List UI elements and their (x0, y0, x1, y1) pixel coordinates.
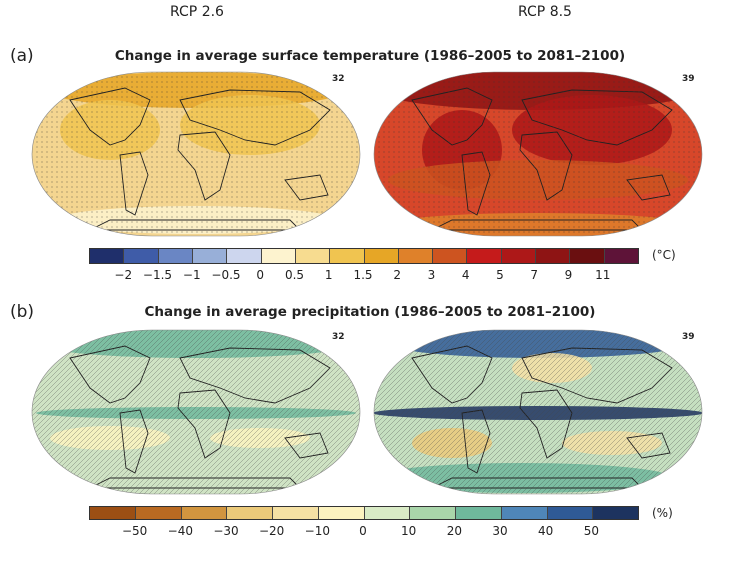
colorbar-segment (135, 507, 182, 519)
colorbar-tick-label: 2 (393, 268, 402, 282)
column-label-rcp85: RCP 8.5 (518, 4, 572, 20)
colorbar-tick-label: 10 (401, 524, 417, 538)
colorbar-segment (410, 507, 456, 519)
colorbar-tick-label: 50 (583, 524, 599, 538)
colorbar-segment (181, 507, 228, 519)
colorbar-tick-label: 9 (564, 268, 573, 282)
colorbar-tick-label: −40 (167, 524, 193, 538)
colorbar-segment (536, 249, 571, 263)
colorbar-segment (547, 507, 594, 519)
precipitation-unit: (%) (652, 506, 673, 520)
map-precip-rcp26 (31, 329, 361, 495)
colorbar-segment (295, 249, 331, 263)
colorbar-segment (364, 249, 399, 263)
colorbar-segment (90, 249, 125, 263)
colorbar-tick-label: 0 (359, 524, 367, 538)
colorbar-tick-label: −10 (304, 524, 330, 538)
colorbar-tick-label: −20 (258, 524, 285, 538)
colorbar-segment (456, 507, 502, 519)
colorbar-tick-label: −2 (114, 268, 133, 282)
colorbar-segment (364, 507, 411, 519)
model-count: 32 (332, 332, 345, 342)
colorbar-tick-label: 0 (256, 268, 265, 282)
column-label-rcp26: RCP 2.6 (170, 4, 224, 20)
colorbar-tick-label: −0.5 (211, 268, 241, 282)
colorbar-segment (273, 507, 319, 519)
colorbar-segment (593, 507, 638, 519)
map-precip-rcp85 (373, 329, 703, 495)
panel-b-title: Change in average precipitation (1986–20… (144, 304, 596, 320)
model-count: 39 (682, 332, 695, 342)
colorbar-tick-label: −1 (182, 268, 201, 282)
colorbar-segment (501, 249, 537, 263)
temperature-unit: (°C) (652, 248, 676, 262)
model-count: 39 (682, 74, 695, 84)
colorbar-tick-label: 3 (427, 268, 436, 282)
colorbar-segment (90, 507, 136, 519)
colorbar-segment (330, 249, 365, 263)
colorbar-tick-label: 5 (496, 268, 504, 282)
model-count: 32 (332, 74, 345, 84)
colorbar-tick-label: 11 (595, 268, 611, 282)
colorbar-segment (158, 249, 193, 263)
panel-b-label: (b) (10, 302, 35, 322)
temperature-colorbar (89, 248, 639, 264)
temperature-colorbar-ticks: −2 −1.5 −1 −0.5 0 0.5 1 1.5 2 3 4 5 7 9 11 (89, 268, 637, 284)
colorbar-segment (433, 249, 468, 263)
colorbar-segment (467, 249, 502, 263)
colorbar-tick-label: 40 (538, 524, 554, 538)
colorbar-segment (398, 249, 434, 263)
colorbar-segment (261, 249, 296, 263)
colorbar-tick-label: 20 (446, 524, 462, 538)
colorbar-tick-label: 1.5 (353, 268, 373, 282)
colorbar-segment (227, 249, 262, 263)
precipitation-colorbar (89, 506, 639, 520)
map-temp-rcp85 (373, 71, 703, 237)
colorbar-tick-label: 7 (530, 268, 539, 282)
colorbar-tick-label: 1 (324, 268, 333, 282)
panel-a-title: Change in average surface temperature (1… (114, 48, 626, 64)
colorbar-segment (192, 249, 228, 263)
colorbar-segment (604, 249, 638, 263)
map-temp-rcp26 (31, 71, 361, 237)
colorbar-segment (227, 507, 273, 519)
precipitation-colorbar-ticks: −50 −40 −30 −20 −10 0 10 20 30 40 50 (89, 524, 637, 540)
panel-a-label: (a) (10, 46, 34, 66)
colorbar-segment (501, 507, 548, 519)
colorbar-segment (318, 507, 365, 519)
colorbar-tick-label: 0.5 (284, 268, 305, 282)
colorbar-tick-label: −1.5 (142, 268, 173, 282)
colorbar-tick-label: −30 (213, 524, 239, 538)
colorbar-tick-label: −50 (121, 524, 148, 538)
colorbar-tick-label: 30 (492, 524, 508, 538)
colorbar-tick-label: 4 (461, 268, 470, 282)
colorbar-segment (124, 249, 159, 263)
colorbar-segment (570, 249, 605, 263)
